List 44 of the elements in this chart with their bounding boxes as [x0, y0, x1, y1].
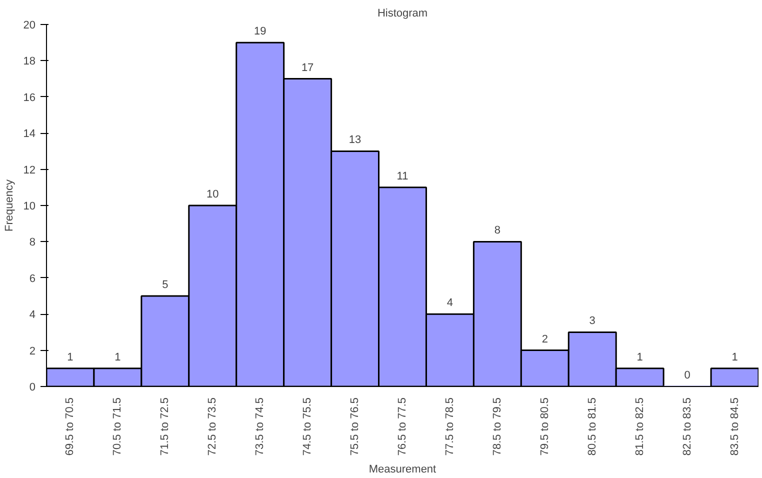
x-tick-label: 78.5 to 79.5: [491, 397, 504, 456]
x-tick-label: 74.5 to 75.5: [302, 397, 314, 456]
y-tick-label: 18: [23, 56, 36, 68]
data-label: 8: [494, 224, 500, 237]
x-tick-label: 80.5 to 81.5: [586, 397, 598, 456]
x-tick-label: 73.5 to 74.5: [254, 397, 266, 456]
y-tick-label: 2: [29, 345, 36, 358]
y-tick-label: 14: [23, 128, 36, 140]
data-label: 2: [542, 333, 548, 346]
x-tick-label: 81.5 to 82.5: [634, 397, 646, 456]
data-label: 1: [732, 351, 738, 364]
data-label: 10: [206, 188, 219, 200]
y-tick-label: 10: [23, 200, 36, 212]
y-tick-label: 8: [29, 236, 36, 249]
x-tick-label: 71.5 to 72.5: [159, 397, 172, 456]
data-label: 13: [348, 134, 362, 146]
chart-title: Histogram: [377, 8, 428, 20]
x-tick-label: 75.5 to 76.5: [349, 397, 362, 456]
data-label: 1: [636, 351, 643, 364]
x-tick-label: 69.5 to 70.5: [64, 397, 76, 456]
data-label: 1: [114, 351, 121, 364]
data-label: 11: [396, 170, 408, 182]
y-tick-label: 0: [29, 382, 36, 394]
y-tick-label: 20: [23, 20, 36, 32]
y-tick-label: 6: [29, 272, 36, 285]
data-label: 17: [301, 62, 314, 74]
y-axis-title: Frequency: [3, 179, 16, 232]
x-tick-label: 72.5 to 73.5: [206, 397, 219, 456]
y-tick-label: 16: [23, 92, 36, 104]
data-label: 19: [254, 26, 266, 38]
x-tick-label: 76.5 to 77.5: [396, 397, 408, 456]
data-label: 1: [67, 351, 74, 364]
x-tick-label: 83.5 to 84.5: [728, 397, 741, 456]
data-label: 5: [162, 279, 168, 291]
y-tick-label: 12: [23, 164, 36, 176]
x-tick-label: 77.5 to 78.5: [444, 397, 456, 456]
data-label: 3: [589, 315, 596, 328]
x-tick-label: 82.5 to 83.5: [681, 397, 694, 456]
data-label: 0: [684, 370, 690, 382]
y-tick-label: 4: [29, 309, 36, 322]
data-label: 4: [446, 297, 454, 310]
x-tick-label: 70.5 to 71.5: [112, 397, 124, 456]
x-axis-title: Measurement: [368, 464, 436, 476]
x-tick-label: 79.5 to 80.5: [538, 397, 551, 456]
